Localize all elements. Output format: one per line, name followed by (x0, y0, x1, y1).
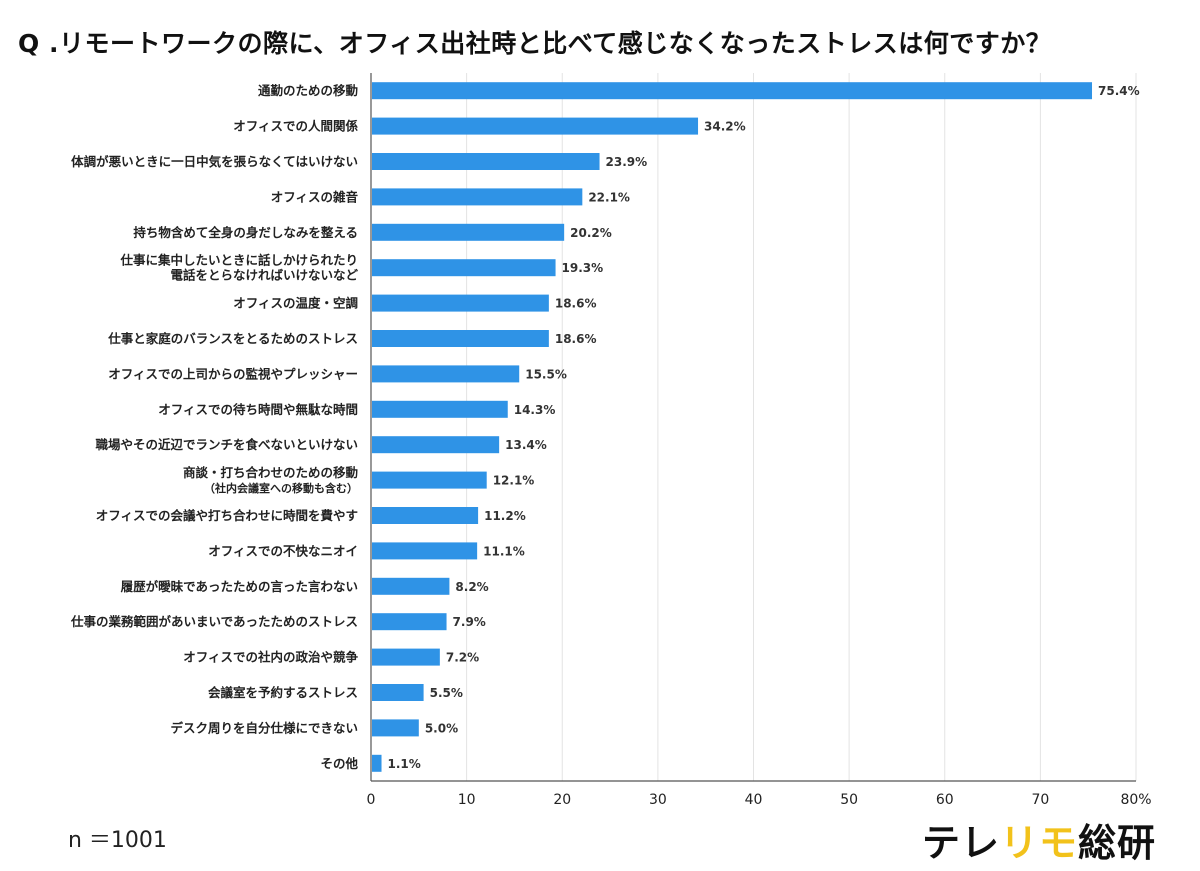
category-label: オフィスでの人間関係 (233, 119, 358, 134)
data-label: 34.2% (704, 120, 746, 134)
data-label: 22.1% (588, 190, 630, 204)
brand-part-3: 総研 (1077, 821, 1156, 865)
bar (372, 188, 583, 206)
bar (372, 613, 447, 631)
category-label: オフィスの雑音 (271, 189, 359, 204)
category-label: 仕事と家庭のバランスをとるためのストレス (107, 331, 358, 346)
sample-size: n ＝1001 (68, 828, 167, 853)
bar (372, 330, 549, 347)
brand-part-2: リモ (999, 821, 1078, 865)
category-label: 仕事の業務範囲があいまいであったためのストレス (70, 614, 358, 629)
category-label: オフィスでの不快なニオイ (208, 543, 358, 558)
x-tick-label: 40 (745, 792, 763, 808)
category-label: 仕事に集中したいときに話しかけられたり (119, 253, 358, 268)
category-label: その他 (320, 756, 358, 771)
x-tick-label: 70 (1031, 792, 1049, 808)
category-label: オフィスでの待ち時間や無駄な時間 (158, 402, 358, 417)
x-tick-label: 20 (553, 792, 571, 808)
brand-logo: テレリモ総研 (922, 812, 1156, 867)
data-label: 7.2% (446, 651, 479, 665)
category-label: 会議室を予約するストレス (208, 685, 358, 700)
bar (372, 754, 382, 772)
category-label: オフィスでの社内の政治や競争 (183, 650, 358, 665)
bar (372, 259, 556, 277)
data-label: 19.3% (562, 261, 604, 275)
bar (372, 507, 479, 524)
bar (372, 153, 600, 170)
bar (372, 400, 508, 418)
bar (372, 577, 450, 595)
data-label: 23.9% (606, 155, 648, 169)
category-label: オフィスでの上司からの監視やプレッシャー (108, 366, 358, 381)
x-tick-label: 10 (458, 792, 476, 808)
bar (372, 294, 549, 312)
category-label: （社内会議室への移動も含む） (204, 481, 358, 495)
data-label: 18.6% (555, 332, 597, 346)
data-label: 75.4% (1098, 84, 1140, 98)
data-label: 11.2% (484, 509, 526, 523)
data-label: 15.5% (525, 367, 567, 381)
data-label: 5.0% (425, 721, 458, 735)
data-label: 5.5% (430, 686, 463, 700)
data-label: 11.1% (483, 544, 525, 558)
data-label: 7.9% (453, 615, 486, 629)
data-label: 18.6% (555, 297, 597, 311)
category-label: 職場やその近辺でランチを食べないといけない (95, 437, 358, 452)
data-label: 12.1% (493, 474, 535, 488)
bar (372, 471, 487, 489)
category-label: 商談・打ち合わせのための移動 (183, 465, 358, 480)
category-label: 持ち物含めて全身の身だしなみを整える (133, 225, 358, 240)
bar (372, 365, 520, 383)
bar (372, 223, 565, 241)
x-tick-label: 60 (936, 792, 954, 808)
data-label: 8.2% (455, 580, 488, 594)
x-tick-label: 0 (367, 792, 376, 808)
category-label: 電話をとらなければいけないなど (170, 268, 358, 283)
category-label: オフィスの温度・空調 (233, 296, 358, 311)
chart-title: Q .リモートワークの際に、オフィス出社時と比べて感じなくなったストレスは何です… (18, 29, 1052, 58)
category-label: 通勤のための移動 (258, 83, 358, 98)
bar (372, 684, 424, 701)
brand-part-1: テレ (921, 821, 1000, 865)
data-label: 13.4% (505, 438, 547, 452)
bar (372, 117, 699, 135)
x-tick-label: 80% (1120, 792, 1151, 808)
category-label: 体調が悪いときに一日中気を張らなくてはいけない (71, 154, 358, 169)
bar (372, 436, 500, 454)
data-label: 1.1% (388, 757, 421, 771)
category-label: オフィスでの会議や打ち合わせに時間を費やす (96, 508, 358, 523)
category-label: 履歴が曖昧であったための言った言わない (120, 579, 358, 594)
bar (372, 82, 1093, 100)
bar (372, 648, 440, 666)
data-label: 20.2% (570, 226, 612, 240)
bar (372, 719, 419, 737)
x-tick-label: 50 (840, 792, 858, 808)
bar (372, 542, 478, 560)
data-label: 14.3% (514, 403, 556, 417)
category-label: デスク周りを自分仕様にできない (170, 720, 358, 735)
x-tick-label: 30 (649, 792, 667, 808)
